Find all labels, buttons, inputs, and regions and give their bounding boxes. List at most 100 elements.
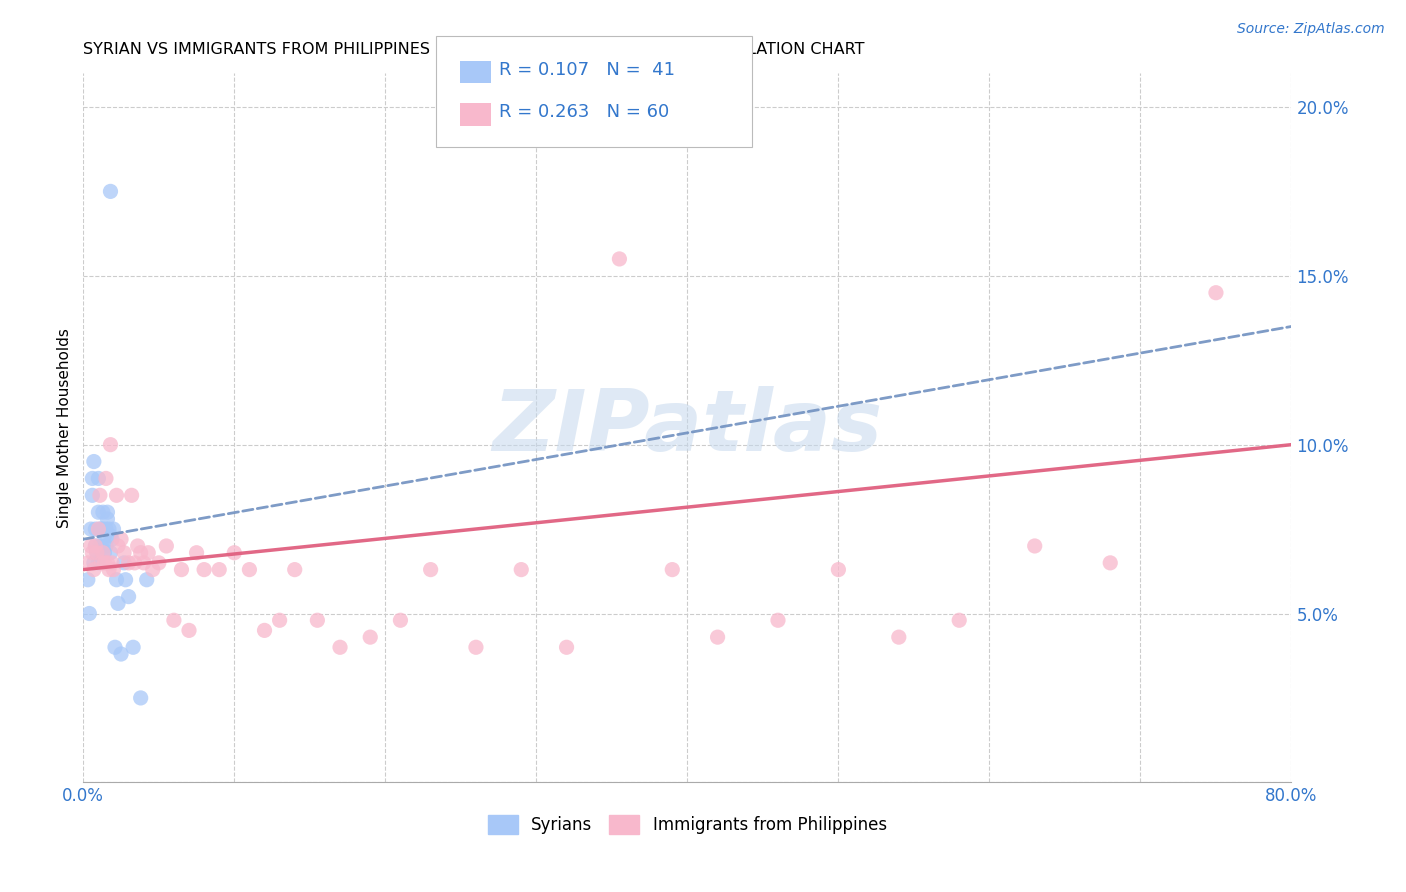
Point [1205, 285, 1227, 300]
Point [105, 488, 128, 502]
Y-axis label: Single Mother Households: Single Mother Households [58, 328, 72, 528]
Point [609, 252, 631, 266]
Legend: Syrians, Immigrants from Philippines: Syrians, Immigrants from Philippines [488, 815, 887, 834]
Point [307, 613, 329, 627]
Point [96, 505, 118, 519]
Point [253, 624, 276, 638]
Point [827, 563, 849, 577]
Point [101, 533, 124, 547]
Point [103, 522, 125, 536]
Point [766, 613, 789, 627]
Point [87, 505, 110, 519]
Point [110, 533, 132, 547]
Point [90, 539, 112, 553]
Point [1024, 539, 1046, 553]
Point [96, 512, 118, 526]
Point [83, 454, 105, 468]
Point [163, 613, 186, 627]
Point [87, 522, 110, 536]
Point [103, 563, 125, 577]
Point [82, 488, 104, 502]
Point [100, 185, 122, 199]
Point [706, 630, 728, 644]
Point [94, 471, 117, 485]
Point [86, 546, 108, 560]
Text: ZIPatlas: ZIPatlas [492, 386, 883, 469]
Point [122, 640, 145, 655]
Point [419, 563, 441, 577]
Point [89, 488, 111, 502]
Point [948, 613, 970, 627]
Point [87, 556, 110, 570]
Point [80, 522, 103, 536]
Point [124, 556, 146, 570]
Point [142, 563, 165, 577]
Point [269, 613, 291, 627]
Point [93, 556, 115, 570]
Point [104, 640, 127, 655]
Point [661, 563, 683, 577]
Point [177, 624, 200, 638]
Point [135, 573, 157, 587]
Point [89, 539, 111, 553]
Text: SYRIAN VS IMMIGRANTS FROM PHILIPPINES SINGLE MOTHER HOUSEHOLDS CORRELATION CHART: SYRIAN VS IMMIGRANTS FROM PHILIPPINES SI… [83, 42, 865, 57]
Point [129, 690, 152, 705]
Point [82, 546, 104, 560]
Point [117, 590, 139, 604]
Point [84, 522, 107, 536]
Point [97, 563, 120, 577]
Point [224, 546, 246, 560]
Point [86, 546, 108, 560]
Point [91, 522, 114, 536]
Point [359, 630, 381, 644]
Point [91, 546, 114, 560]
Point [97, 522, 120, 536]
Point [110, 647, 132, 661]
Point [1099, 556, 1122, 570]
Point [76, 573, 98, 587]
Point [127, 539, 149, 553]
Point [84, 539, 107, 553]
Point [90, 522, 112, 536]
Text: R = 0.107   N =  41: R = 0.107 N = 41 [499, 61, 675, 78]
Point [82, 471, 104, 485]
Point [510, 563, 533, 577]
Point [238, 563, 260, 577]
Point [193, 563, 215, 577]
Point [555, 640, 578, 655]
Point [208, 563, 231, 577]
Point [93, 529, 115, 543]
Point [284, 563, 307, 577]
Text: Source: ZipAtlas.com: Source: ZipAtlas.com [1237, 22, 1385, 37]
Text: R = 0.263   N = 60: R = 0.263 N = 60 [499, 103, 669, 121]
Point [105, 573, 128, 587]
Point [94, 539, 117, 553]
Point [136, 546, 159, 560]
Point [83, 556, 105, 570]
Point [117, 556, 139, 570]
Point [91, 505, 114, 519]
Point [132, 556, 155, 570]
Point [100, 529, 122, 543]
Point [129, 546, 152, 560]
Point [101, 556, 124, 570]
Point [107, 596, 129, 610]
Point [887, 630, 910, 644]
Point [465, 640, 488, 655]
Point [100, 546, 122, 560]
Point [83, 563, 105, 577]
Point [186, 546, 208, 560]
Point [89, 522, 111, 536]
Point [93, 546, 115, 560]
Point [94, 522, 117, 536]
Point [96, 556, 118, 570]
Point [170, 563, 193, 577]
Point [76, 556, 98, 570]
Point [84, 539, 107, 553]
Point [87, 471, 110, 485]
Point [114, 573, 136, 587]
Point [329, 640, 352, 655]
Point [155, 539, 177, 553]
Point [79, 607, 101, 621]
Point [148, 556, 170, 570]
